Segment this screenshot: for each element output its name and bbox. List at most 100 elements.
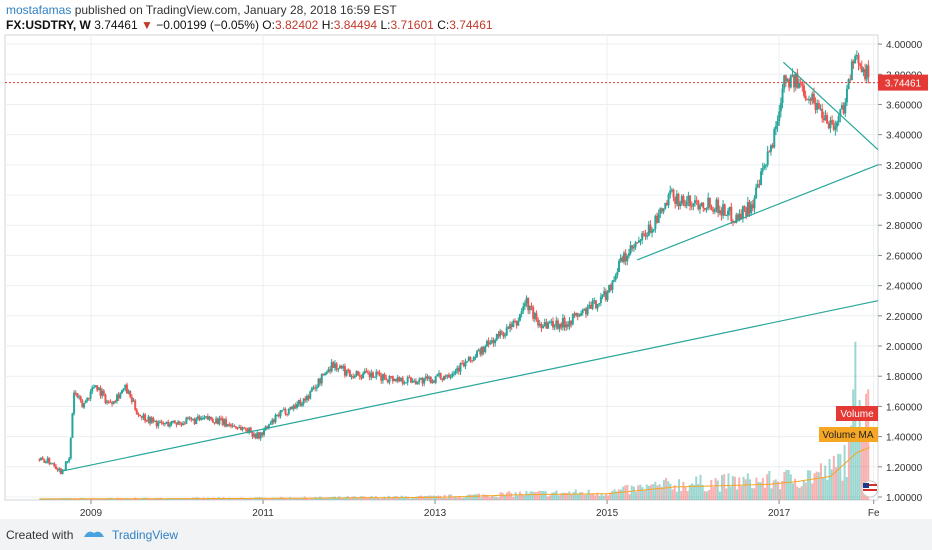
candle-body <box>624 252 627 262</box>
volume-bar <box>493 496 496 500</box>
tradingview-link[interactable]: TradingView <box>112 528 179 542</box>
volume-bar <box>93 498 96 500</box>
volume-bar <box>441 497 444 500</box>
candle-body <box>736 214 739 221</box>
candle-body <box>532 307 535 319</box>
volume-bar <box>776 481 779 500</box>
volume-bar <box>527 493 530 500</box>
candle-body <box>806 99 809 101</box>
candle-body <box>712 209 715 212</box>
candle-body <box>497 334 500 337</box>
candle-body <box>665 202 668 206</box>
candle-body <box>791 74 794 76</box>
volume-bar <box>688 484 691 500</box>
candle-body <box>144 414 147 421</box>
candle-body <box>419 377 422 380</box>
open-label: O: <box>262 18 275 32</box>
y-tick-label: 3.40000 <box>886 131 923 142</box>
high-label: H: <box>321 18 334 32</box>
candle-body <box>857 55 860 64</box>
price-chart[interactable]: 4.000003.800003.600003.400003.200003.000… <box>0 0 932 519</box>
volume-bar <box>751 488 754 500</box>
volume-bar <box>325 497 328 500</box>
volume-bar <box>839 453 842 500</box>
candle-body <box>277 414 280 417</box>
volume-bar <box>284 498 287 500</box>
open-value: 3.82402 <box>274 18 319 32</box>
volume-bar <box>643 490 646 500</box>
trendline <box>636 164 879 261</box>
volume-bar <box>654 481 657 500</box>
candle-body <box>538 323 541 326</box>
volume-ma-label: Volume MA <box>822 430 873 441</box>
candle-body <box>444 376 447 378</box>
candle-body <box>636 242 639 244</box>
candle-body <box>537 319 540 326</box>
author-link[interactable]: mostafamas <box>6 3 72 17</box>
candle-body <box>575 313 578 316</box>
volume-bar <box>413 497 416 500</box>
x-tick-label: Fe <box>868 508 880 519</box>
volume-bar <box>409 498 412 500</box>
candle-body <box>548 322 551 324</box>
candle-body <box>396 377 399 382</box>
candle-body <box>502 332 505 337</box>
candle-body <box>542 326 545 329</box>
volume-bar <box>858 400 861 500</box>
volume-bar <box>252 498 255 500</box>
volume-bar <box>693 484 696 500</box>
candle-body <box>717 199 720 214</box>
volume-bar <box>245 498 248 500</box>
candle-body <box>674 197 677 204</box>
candle-body <box>750 204 753 214</box>
candle-body <box>81 400 84 408</box>
candle-body <box>765 164 768 166</box>
volume-bar <box>179 498 182 500</box>
candle-body <box>794 73 797 88</box>
candle-body <box>751 204 754 209</box>
volume-bar <box>592 493 595 500</box>
candle-body <box>659 208 662 214</box>
candle-body <box>705 207 708 210</box>
candle-body <box>112 401 115 404</box>
volume-bar <box>149 499 152 500</box>
volume-bar <box>572 491 575 500</box>
volume-bar <box>501 492 504 500</box>
candle-body <box>86 397 89 401</box>
candle-body <box>259 432 262 439</box>
last-price-label: 3.74461 <box>885 79 922 90</box>
candle-body <box>472 357 475 362</box>
volume-bar <box>424 495 427 500</box>
volume-bar <box>170 499 173 500</box>
candle-body <box>604 291 607 300</box>
volume-bar <box>506 492 509 500</box>
candle-body <box>139 414 142 417</box>
tradingview-logo-icon[interactable] <box>82 527 106 541</box>
volume-bar <box>658 484 661 500</box>
candle-body <box>355 371 358 376</box>
volume-bar <box>611 490 614 500</box>
volume-bar <box>396 496 399 500</box>
volume-bar <box>518 491 521 500</box>
volume-bar <box>271 497 274 500</box>
candle-body <box>509 324 512 329</box>
volume-bar <box>686 491 689 500</box>
volume-bar <box>662 480 665 500</box>
candle-body <box>761 168 764 172</box>
volume-bar <box>761 477 764 500</box>
candle-body <box>348 370 351 377</box>
candle-body <box>315 386 318 389</box>
candle-body <box>599 296 602 304</box>
volume-bar <box>484 494 487 500</box>
candle-body <box>38 459 41 461</box>
candle-body <box>191 418 194 420</box>
candle-body <box>210 416 213 419</box>
volume-bar <box>716 480 719 500</box>
volume-bar <box>465 495 468 500</box>
volume-bar <box>415 496 418 500</box>
volume-bar <box>813 473 816 500</box>
candle-body <box>796 73 799 88</box>
candle-body <box>403 382 406 384</box>
volume-bar <box>755 477 758 500</box>
volume-bar <box>613 489 616 500</box>
